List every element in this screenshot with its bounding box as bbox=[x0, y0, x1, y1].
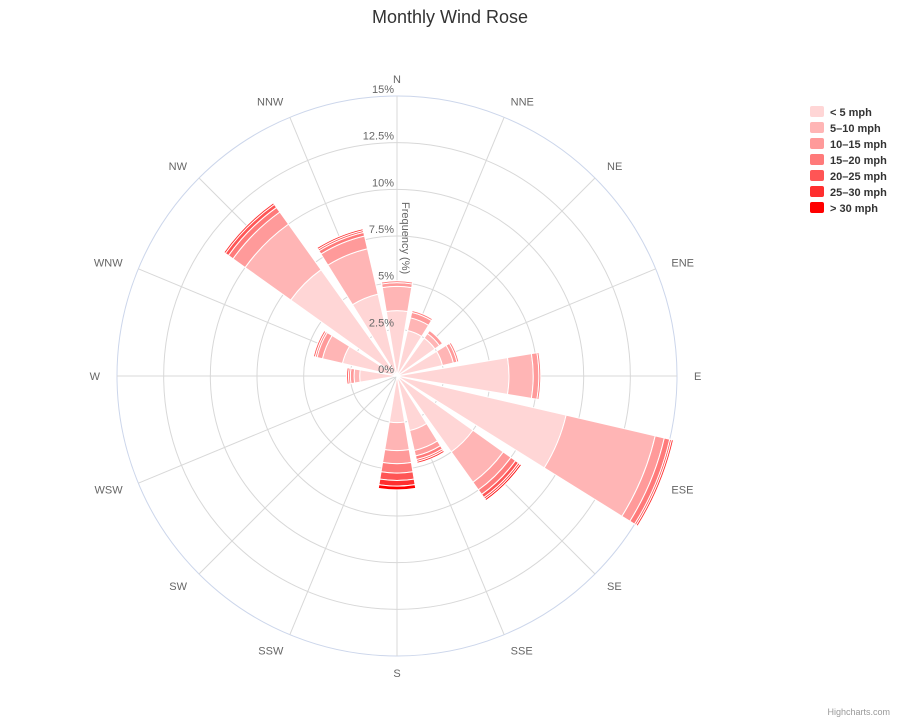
radial-tick-label-2: 5% bbox=[378, 271, 394, 283]
legend-swatch-3 bbox=[810, 154, 824, 165]
direction-label-se: SE bbox=[607, 581, 622, 593]
chart-title: Monthly Wind Rose bbox=[372, 7, 528, 27]
legend-label-4: 20–25 mph bbox=[830, 171, 887, 183]
legend-label-6: > 30 mph bbox=[830, 203, 878, 215]
legend-label-0: < 5 mph bbox=[830, 107, 872, 119]
legend-label-5: 25–30 mph bbox=[830, 187, 887, 199]
legend-swatch-5 bbox=[810, 186, 824, 197]
spoke-sw bbox=[198, 375, 398, 575]
direction-label-ne: NE bbox=[607, 161, 622, 173]
bar-ne-series-2[interactable] bbox=[426, 329, 444, 347]
direction-label-nw: NW bbox=[169, 161, 188, 173]
bar-e-series-1[interactable] bbox=[506, 353, 534, 399]
bar-se-series-6[interactable] bbox=[484, 463, 523, 502]
direction-label-ese: ESE bbox=[671, 485, 693, 497]
credits-link[interactable]: Highcharts.com bbox=[827, 707, 890, 717]
direction-label-ene: ENE bbox=[671, 257, 694, 269]
radial-tick-label-4: 10% bbox=[372, 177, 394, 189]
spoke-ssw bbox=[289, 375, 398, 635]
legend-label-1: 5–10 mph bbox=[830, 123, 881, 135]
bar-n-series-1[interactable] bbox=[381, 285, 413, 313]
bar-s-series-4[interactable] bbox=[379, 471, 415, 481]
radial-ticks: 0% 2.5% 5% 7.5% 10% 12.5% 15% bbox=[363, 84, 394, 376]
legend-item-1[interactable]: 5–10 mph bbox=[810, 122, 881, 135]
bar-sse-series-5[interactable] bbox=[416, 449, 446, 464]
direction-label-s: S bbox=[393, 668, 400, 680]
legend-swatch-6 bbox=[810, 202, 824, 213]
bar-w-series-4[interactable] bbox=[346, 367, 350, 385]
legend-item-0[interactable]: < 5 mph bbox=[810, 106, 872, 119]
bar-ese-series-5[interactable] bbox=[635, 439, 675, 527]
bar-s-series-1[interactable] bbox=[384, 421, 410, 452]
direction-labels: N NNE NE ENE E ESE SE SSE S SSW SW WSW W WNW NW NNW bbox=[90, 74, 702, 680]
bar-wnw-series-4[interactable] bbox=[312, 329, 327, 358]
direction-label-w: W bbox=[90, 371, 101, 383]
direction-label-sw: SW bbox=[169, 581, 187, 593]
legend-label-2: 10–15 mph bbox=[830, 139, 887, 151]
wind-bars bbox=[223, 202, 675, 527]
legend-swatch-2 bbox=[810, 138, 824, 149]
legend: < 5 mph 5–10 mph 10–15 mph 15–20 mph 20–25 m… bbox=[810, 106, 887, 215]
direction-label-wsw: WSW bbox=[94, 485, 123, 497]
bar-ene-series-3[interactable] bbox=[448, 341, 460, 363]
legend-label-3: 15–20 mph bbox=[830, 155, 887, 167]
radial-tick-label-6: 15% bbox=[372, 84, 394, 96]
bar-s-series-3[interactable] bbox=[380, 461, 414, 474]
spoke-wsw bbox=[138, 375, 398, 484]
radial-tick-label-5: 12.5% bbox=[363, 131, 394, 143]
bar-w-series-1[interactable] bbox=[353, 368, 361, 384]
radial-tick-label-1: 2.5% bbox=[369, 317, 394, 329]
direction-label-nne: NNE bbox=[511, 97, 534, 109]
bar-n-series-3[interactable] bbox=[380, 280, 414, 285]
bar-s-series-2[interactable] bbox=[382, 449, 412, 465]
legend-item-6[interactable]: > 30 mph bbox=[810, 202, 878, 215]
direction-label-n: N bbox=[393, 74, 401, 86]
bar-s-series-6[interactable] bbox=[377, 484, 417, 491]
direction-label-sse: SSE bbox=[511, 645, 533, 657]
bar-nne-series-3[interactable] bbox=[411, 309, 434, 322]
legend-item-4[interactable]: 20–25 mph bbox=[810, 170, 887, 183]
bar-e-series-3[interactable] bbox=[536, 351, 542, 401]
radial-axis-title: Frequency (%) bbox=[399, 202, 411, 274]
radial-tick-label-0: 0% bbox=[378, 364, 394, 376]
bar-nnw-series-5[interactable] bbox=[316, 228, 364, 250]
bar-nw-series-5[interactable] bbox=[223, 202, 276, 255]
direction-label-ssw: SSW bbox=[258, 645, 284, 657]
legend-swatch-1 bbox=[810, 122, 824, 133]
direction-label-e: E bbox=[694, 371, 701, 383]
legend-swatch-4 bbox=[810, 170, 824, 181]
legend-item-2[interactable]: 10–15 mph bbox=[810, 138, 887, 151]
radial-tick-label-3: 7.5% bbox=[369, 224, 394, 236]
legend-item-5[interactable]: 25–30 mph bbox=[810, 186, 887, 199]
direction-label-nnw: NNW bbox=[257, 97, 284, 109]
legend-item-3[interactable]: 15–20 mph bbox=[810, 154, 887, 167]
legend-swatch-0 bbox=[810, 106, 824, 117]
direction-label-wnw: WNW bbox=[94, 257, 123, 269]
